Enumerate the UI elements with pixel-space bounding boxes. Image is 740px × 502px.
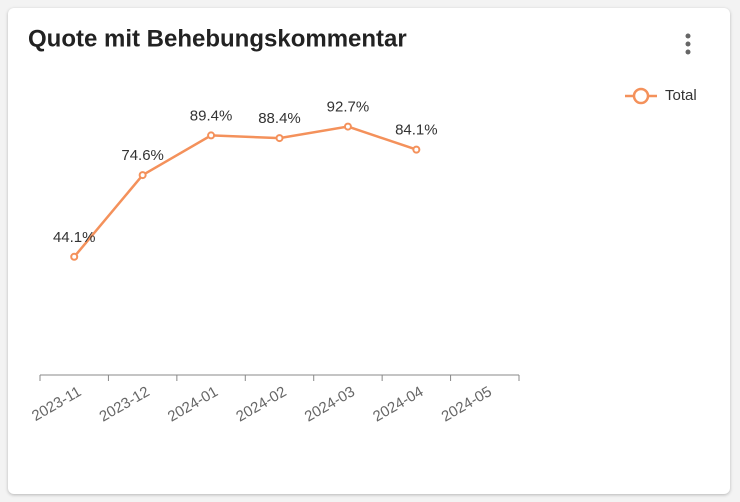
x-tick-label: 2024-05 <box>439 383 495 425</box>
x-tick-label: 2024-03 <box>302 383 358 425</box>
x-tick-label: 2024-01 <box>165 383 221 425</box>
data-label: 92.7% <box>327 99 370 116</box>
plot: 2023-11 2023-12 2024-01 2024-02 2024-03 2024-… <box>29 99 520 425</box>
data-point <box>138 171 147 180</box>
data-label: 89.4% <box>190 107 233 124</box>
x-tick-label: 2023-12 <box>96 383 152 425</box>
chart-title: Quote mit Behebungskommentar <box>28 25 407 52</box>
x-tick-label: 2023-11 <box>29 383 84 425</box>
menu-dot <box>685 49 691 55</box>
x-tick-label: 2024-04 <box>370 383 426 425</box>
legend-label: Total <box>665 87 697 104</box>
data-point <box>343 122 352 131</box>
data-label: 44.1% <box>53 229 96 246</box>
data-point <box>412 145 421 154</box>
data-label: 84.1% <box>395 122 438 139</box>
data-point <box>70 252 79 261</box>
data-label: 88.4% <box>258 110 301 127</box>
legend-marker <box>632 87 650 105</box>
menu-dot <box>685 33 691 39</box>
menu-dot <box>685 41 691 47</box>
data-point <box>207 131 216 140</box>
menu-button[interactable] <box>685 33 691 55</box>
card <box>8 8 730 494</box>
data-label: 74.6% <box>121 147 164 164</box>
x-tick-label: 2024-02 <box>233 383 289 425</box>
data-point <box>275 134 284 143</box>
series-line <box>73 125 417 258</box>
